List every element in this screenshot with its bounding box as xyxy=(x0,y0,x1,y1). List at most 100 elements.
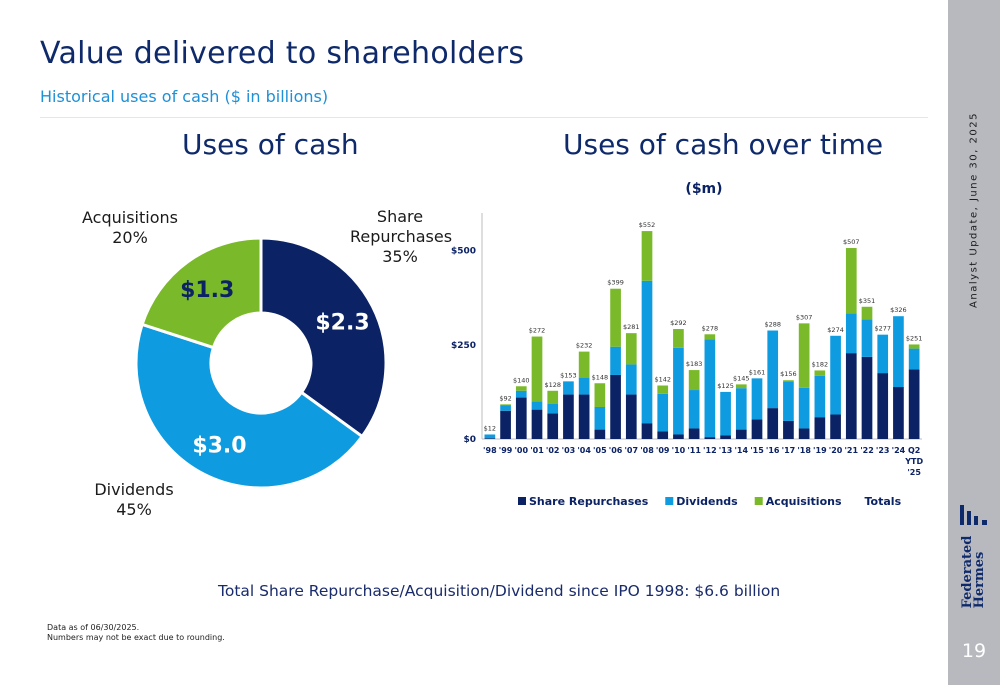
share-repurchases-bar xyxy=(641,423,653,439)
dividends-label-name: Dividends xyxy=(94,480,174,499)
dividends-bar xyxy=(798,387,810,429)
share-repurchases-bar xyxy=(861,356,873,439)
acquisitions-legend-label: Acquisitions xyxy=(766,495,842,508)
logo-line-2: Hermes xyxy=(972,551,987,609)
dividends-bar xyxy=(877,334,889,374)
bar-total-label: $307 xyxy=(796,313,813,321)
dividends-bar xyxy=(767,330,779,409)
acquisitions-bar xyxy=(688,370,700,391)
share-repurchases-bar xyxy=(845,353,857,439)
dividends-bar xyxy=(657,393,669,432)
federated-hermes-logo-text: Federated Hermes xyxy=(960,536,987,609)
total-note: Total Share Repurchase/Acquisition/Divid… xyxy=(218,582,781,600)
share-repurchases-bar xyxy=(798,428,810,439)
bar-total-label: $145 xyxy=(733,374,750,382)
dividends-bar xyxy=(500,405,511,411)
dividends-bar xyxy=(845,313,857,354)
bar-chart-title: Uses of cash over time xyxy=(563,128,884,161)
dividends-legend-swatch xyxy=(665,497,674,505)
acquisitions-bar xyxy=(610,288,621,347)
x-tick-label: '08 xyxy=(640,446,654,455)
share-repurchases-bar xyxy=(547,413,559,439)
acquisitions-bar xyxy=(704,334,716,340)
page-number: 19 xyxy=(961,640,987,662)
footnote-rounding: Numbers may not be exact due to rounding… xyxy=(47,633,225,642)
y-tick-label: $0 xyxy=(463,435,476,445)
x-tick-label: '18 xyxy=(797,446,811,455)
bar-total-label: $274 xyxy=(827,326,844,334)
share-repurchases-bar xyxy=(704,437,716,439)
share-repurchases-bar xyxy=(673,434,684,439)
x-tick-label: '22 xyxy=(860,446,874,455)
dividends-bar xyxy=(704,339,716,438)
share-repurchases-value-label: $2.3 xyxy=(315,310,369,335)
acquisitions-label-percent: 20% xyxy=(112,228,148,247)
share-repurchases-bar xyxy=(500,410,511,439)
x-tick-label: '25 xyxy=(907,468,921,477)
dividends-bar xyxy=(908,348,920,370)
slide-title: Value delivered to shareholders xyxy=(40,36,525,71)
acquisitions-bar xyxy=(673,329,684,348)
bar-total-label: $278 xyxy=(702,324,719,332)
x-tick-label: '21 xyxy=(844,446,858,455)
share-repurchases-bar xyxy=(830,414,841,439)
share-repurchases-legend-label: Share Repurchases xyxy=(529,495,649,508)
bar-total-label: $183 xyxy=(686,360,703,368)
acquisitions-bar xyxy=(594,383,606,407)
share-repurchases-label-line-1: Share xyxy=(376,207,424,226)
x-tick-label: Q2 xyxy=(908,446,920,455)
dividends-value-label: $3.0 xyxy=(192,434,246,459)
bar-total-label: $156 xyxy=(780,370,797,378)
acquisitions-label-name: Acquisitions xyxy=(82,208,178,227)
x-tick-label: '09 xyxy=(656,446,670,455)
dividends-bar xyxy=(594,406,606,430)
share-repurchases-bar xyxy=(657,431,669,439)
share-repurchases-bar xyxy=(751,419,763,439)
share-repurchases-bar xyxy=(688,428,700,439)
x-tick-label: '04 xyxy=(577,446,591,455)
x-tick-label: '13 xyxy=(719,446,733,455)
bar-total-label: $142 xyxy=(654,376,671,384)
share-repurchases-bar xyxy=(531,409,543,439)
share-repurchases-label-percent: 35% xyxy=(382,247,418,266)
share-repurchases-bar xyxy=(515,397,527,439)
dividends-slice-label: Dividends 45% xyxy=(84,480,184,520)
bar-total-label: $281 xyxy=(623,323,640,331)
bar-total-label: $153 xyxy=(560,371,577,379)
dividends-bar xyxy=(751,378,763,420)
x-tick-label: '98 xyxy=(483,446,497,455)
bar-total-label: $399 xyxy=(607,279,624,287)
acquisitions-bar xyxy=(657,385,669,394)
dividends-bar xyxy=(735,388,747,430)
dividends-bar xyxy=(625,364,637,395)
bar-total-label: $292 xyxy=(670,319,687,327)
share-repurchases-bar xyxy=(783,420,794,439)
share-repurchases-bar xyxy=(877,373,889,439)
dividends-label-percent: 45% xyxy=(116,500,152,519)
acquisitions-bar xyxy=(845,248,857,314)
share-repurchases-bar xyxy=(610,374,621,439)
acquisitions-bar xyxy=(783,380,794,382)
y-tick-label: $250 xyxy=(451,341,476,351)
acquisitions-bar xyxy=(625,333,637,365)
title-divider xyxy=(40,117,928,118)
acquisitions-bar xyxy=(547,390,559,404)
dividends-slice xyxy=(134,322,365,490)
x-tick-label: '17 xyxy=(782,446,796,455)
x-tick-label: '24 xyxy=(892,446,906,455)
bar-total-label: $272 xyxy=(529,327,546,335)
dividends-bar xyxy=(610,346,621,375)
bar-chart-subtitle: ($m) xyxy=(685,181,722,197)
uses-of-cash-bar-chart: ($m) $0 $250 $500 $12 '98 $92 '99 $140 '00 $272 '01… xyxy=(451,181,924,508)
x-tick-label: '14 xyxy=(734,446,748,455)
x-tick-label: '00 xyxy=(514,446,528,455)
bar-total-label: $552 xyxy=(639,221,656,229)
x-tick-label: '23 xyxy=(876,446,890,455)
y-tick-label: $500 xyxy=(451,247,476,257)
bar-total-label: $277 xyxy=(874,325,891,333)
bar-total-label: $326 xyxy=(890,306,907,314)
x-tick-label: '99 xyxy=(499,446,513,455)
share-repurchases-bar xyxy=(484,438,496,439)
acquisitions-bar xyxy=(515,386,527,391)
share-repurchases-bar xyxy=(720,435,731,439)
